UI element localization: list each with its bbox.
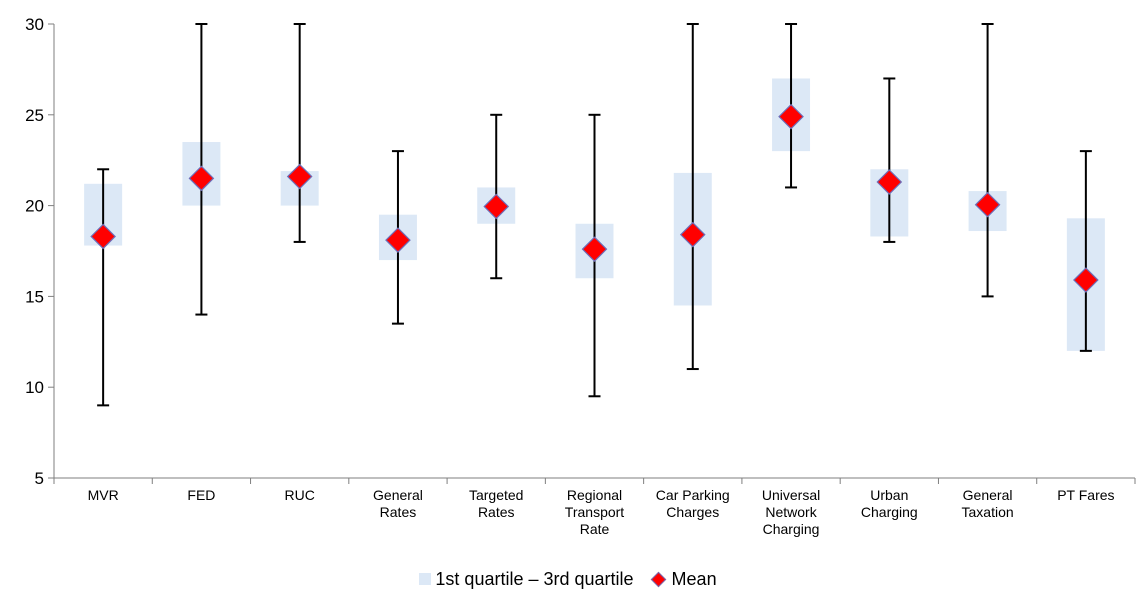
mean-marker xyxy=(876,169,903,195)
mean-marker xyxy=(581,236,608,263)
x-category-label: General Rates xyxy=(373,487,423,520)
mean-diamond-icon xyxy=(650,571,666,587)
x-category-label-line: Network xyxy=(765,504,817,520)
x-category-label-line: FED xyxy=(187,487,215,503)
legend-label-mean: Mean xyxy=(671,568,717,589)
x-category-label-line: Rate xyxy=(580,521,610,537)
mean-marker xyxy=(188,165,215,192)
x-category-label: Car Parking Charges xyxy=(656,487,730,520)
x-category-label-line: General xyxy=(963,487,1013,503)
legend-item-quartile: 1st quartile – 3rd quartile xyxy=(419,568,634,590)
legend-item-mean: Mean xyxy=(650,569,717,590)
x-category-label: MVR xyxy=(88,487,119,503)
y-tick-label: 10 xyxy=(25,378,44,397)
x-category-label-line: Charges xyxy=(666,504,719,520)
x-category-label-line: RUC xyxy=(285,487,315,503)
y-tick-label: 15 xyxy=(25,287,44,306)
x-category-label-line: Car Parking xyxy=(656,487,730,503)
legend: 1st quartile – 3rd quartile Mean xyxy=(0,566,1136,592)
mean-marker xyxy=(385,227,411,253)
mean-marker xyxy=(483,193,510,220)
x-category-label-line: Taxation xyxy=(962,504,1014,520)
x-category-label: Urban Charging xyxy=(861,487,918,520)
x-category-label-line: PT Fares xyxy=(1057,487,1114,503)
x-category-label-line: General xyxy=(373,487,423,503)
mean-markers xyxy=(90,103,1099,293)
x-category-label: Regional Transport Rate xyxy=(565,487,625,537)
whiskers xyxy=(97,23,1092,407)
mean-marker xyxy=(286,163,313,190)
x-category-label-line: Urban xyxy=(870,487,908,503)
x-category-label: Universal Network Charging xyxy=(762,487,820,537)
x-category-label: Targeted Rates xyxy=(469,487,523,520)
x-category-label-line: Rates xyxy=(380,504,417,520)
x-category-label-line: Targeted xyxy=(469,487,523,503)
x-category-label-line: Transport xyxy=(565,504,625,520)
x-category-label-line: Regional xyxy=(567,487,622,503)
mean-marker xyxy=(974,191,1001,218)
x-category-label: RUC xyxy=(285,487,315,503)
x-category-label-line: Charging xyxy=(861,504,918,520)
x-category-label-line: Universal xyxy=(762,487,820,503)
y-tick-label: 30 xyxy=(25,15,44,34)
mean-marker xyxy=(679,221,706,248)
y-tick-label: 25 xyxy=(25,106,44,125)
x-category-label-line: Charging xyxy=(763,521,820,537)
y-tick-label: 5 xyxy=(35,469,44,488)
x-category-label: PT Fares xyxy=(1057,487,1114,503)
mean-marker xyxy=(90,223,116,250)
quartile-swatch-icon xyxy=(419,573,432,585)
x-category-label: FED xyxy=(187,487,215,503)
mean-marker xyxy=(778,103,804,130)
legend-label-quartile: 1st quartile – 3rd quartile xyxy=(435,568,634,589)
mean-marker xyxy=(1073,267,1099,293)
x-category-label: General Taxation xyxy=(962,487,1014,520)
x-category-label-line: MVR xyxy=(88,487,119,503)
x-category-label-line: Rates xyxy=(478,504,515,520)
y-axis: 5 10 15 20 25 30 xyxy=(25,15,55,488)
y-tick-label: 20 xyxy=(25,197,44,216)
